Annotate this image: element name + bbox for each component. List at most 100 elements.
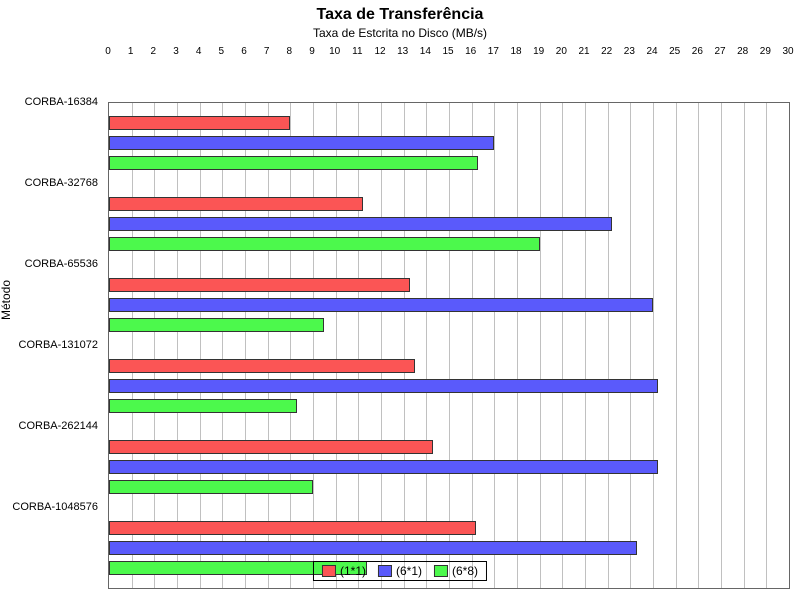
x-tick-label: 12	[374, 46, 385, 57]
x-tick-label: 2	[151, 46, 157, 57]
y-tick-label: CORBA-65536	[0, 258, 98, 270]
bar	[109, 359, 415, 373]
x-tick-label: 6	[241, 46, 247, 57]
chart-container: Taxa de Transferência Taxa de Estcrita n…	[0, 0, 800, 600]
plot-area	[108, 102, 790, 589]
gridline	[245, 103, 246, 588]
chart-title: Taxa de Transferência	[0, 0, 800, 24]
bar	[109, 116, 290, 130]
legend-label: (6*8)	[452, 564, 478, 578]
gridline	[585, 103, 586, 588]
y-tick-label: CORBA-16384	[0, 96, 98, 108]
x-tick-label: 10	[329, 46, 340, 57]
gridline	[698, 103, 699, 588]
gridline	[766, 103, 767, 588]
x-tick-label: 19	[533, 46, 544, 57]
plot-background	[109, 103, 789, 588]
gridline	[426, 103, 427, 588]
x-tick-label: 24	[646, 46, 657, 57]
x-tick-label: 26	[692, 46, 703, 57]
x-tick-label: 9	[309, 46, 315, 57]
x-axis-title: Taxa de Estcrita no Disco (MB/s)	[0, 26, 800, 40]
bar	[109, 480, 313, 494]
x-tick-label: 28	[737, 46, 748, 57]
x-tick-label: 14	[420, 46, 431, 57]
legend: (1*1) (6*1) (6*8)	[313, 561, 487, 581]
bar	[109, 399, 297, 413]
gridline	[336, 103, 337, 588]
x-tick-label: 0	[105, 46, 111, 57]
bar	[109, 460, 658, 474]
gridline	[154, 103, 155, 588]
x-tick-label: 17	[488, 46, 499, 57]
gridline	[517, 103, 518, 588]
legend-swatch	[434, 565, 448, 577]
gridline	[200, 103, 201, 588]
x-tick-label: 3	[173, 46, 179, 57]
x-tick-label: 15	[442, 46, 453, 57]
x-tick-label: 7	[264, 46, 270, 57]
gridline	[472, 103, 473, 588]
legend-label: (1*1)	[340, 564, 366, 578]
legend-swatch	[322, 565, 336, 577]
bar	[109, 156, 478, 170]
x-tick-label: 5	[219, 46, 225, 57]
bar	[109, 521, 476, 535]
gridline	[290, 103, 291, 588]
x-tick-label: 11	[352, 46, 362, 57]
y-tick-label: CORBA-32768	[0, 177, 98, 189]
bar	[109, 541, 637, 555]
gridline	[268, 103, 269, 588]
bar	[109, 278, 410, 292]
bar	[109, 298, 653, 312]
bar	[109, 217, 612, 231]
gridline	[313, 103, 314, 588]
gridline	[676, 103, 677, 588]
x-axis-tick-row: 0123456789101112131415161718192021222324…	[108, 46, 788, 60]
gridline	[653, 103, 654, 588]
gridline	[381, 103, 382, 588]
gridline	[630, 103, 631, 588]
x-tick-label: 30	[782, 46, 793, 57]
x-tick-label: 23	[624, 46, 635, 57]
gridline	[721, 103, 722, 588]
y-axis-tick-column: CORBA-16384 CORBA-32768 CORBA-65536 CORBA-1…	[0, 62, 102, 547]
x-tick-label: 18	[510, 46, 521, 57]
y-tick-label: CORBA-131072	[0, 339, 98, 351]
gridline	[358, 103, 359, 588]
gridline	[177, 103, 178, 588]
gridline	[608, 103, 609, 588]
bar	[109, 379, 658, 393]
x-tick-label: 29	[760, 46, 771, 57]
bar	[109, 136, 494, 150]
x-tick-label: 8	[287, 46, 293, 57]
x-tick-label: 25	[669, 46, 680, 57]
x-tick-label: 13	[397, 46, 408, 57]
x-tick-label: 1	[128, 46, 134, 57]
legend-label: (6*1)	[396, 564, 422, 578]
x-tick-label: 20	[556, 46, 567, 57]
legend-item: (1*1)	[322, 564, 366, 578]
gridline	[540, 103, 541, 588]
gridline	[132, 103, 133, 588]
y-tick-label: CORBA-1048576	[0, 501, 98, 513]
gridline	[562, 103, 563, 588]
legend-item: (6*8)	[434, 564, 478, 578]
bar	[109, 440, 433, 454]
bar	[109, 237, 540, 251]
gridline	[222, 103, 223, 588]
x-tick-label: 4	[196, 46, 202, 57]
x-tick-label: 21	[578, 46, 589, 57]
x-tick-label: 16	[465, 46, 476, 57]
gridline	[449, 103, 450, 588]
x-tick-label: 22	[601, 46, 612, 57]
gridline	[404, 103, 405, 588]
y-tick-label: CORBA-262144	[0, 420, 98, 432]
gridline	[494, 103, 495, 588]
gridline	[744, 103, 745, 588]
legend-item: (6*1)	[378, 564, 422, 578]
legend-swatch	[378, 565, 392, 577]
bar	[109, 197, 363, 211]
bar	[109, 318, 324, 332]
x-tick-label: 27	[714, 46, 725, 57]
